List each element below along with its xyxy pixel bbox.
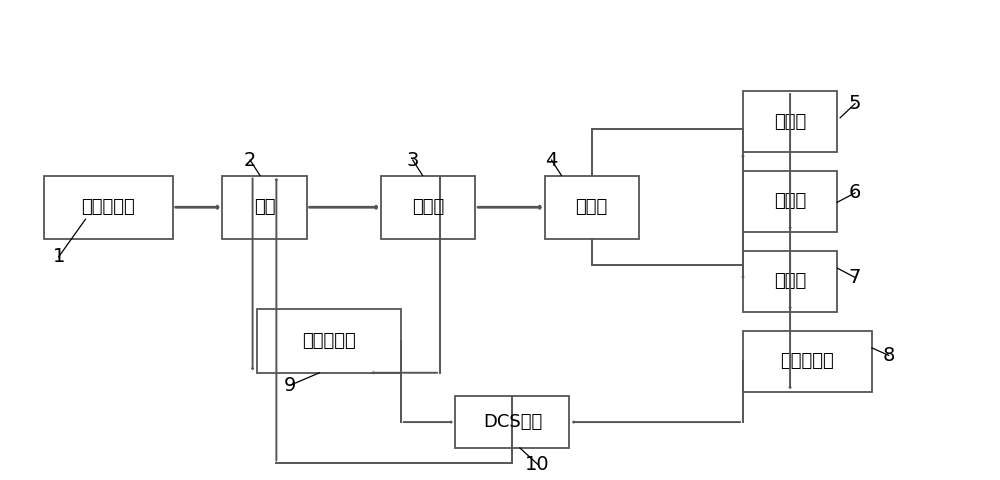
Text: 施胶机: 施胶机 — [774, 272, 806, 290]
FancyBboxPatch shape — [743, 91, 837, 152]
Text: 6: 6 — [849, 183, 861, 203]
Text: 7: 7 — [849, 268, 861, 287]
Text: 电泵: 电泵 — [254, 198, 275, 216]
Text: 2: 2 — [244, 151, 256, 169]
Text: 5: 5 — [849, 94, 861, 113]
FancyBboxPatch shape — [257, 310, 401, 373]
Text: 1: 1 — [53, 247, 65, 266]
FancyBboxPatch shape — [743, 171, 837, 232]
FancyBboxPatch shape — [743, 251, 837, 312]
FancyBboxPatch shape — [455, 396, 569, 448]
FancyBboxPatch shape — [44, 176, 173, 239]
Text: 上料泵: 上料泵 — [774, 112, 806, 131]
FancyBboxPatch shape — [222, 176, 307, 239]
FancyBboxPatch shape — [381, 176, 475, 239]
Text: DCS系统: DCS系统 — [483, 413, 542, 431]
Text: 4: 4 — [545, 151, 558, 169]
Text: 8: 8 — [883, 346, 895, 365]
Text: 10: 10 — [525, 455, 550, 474]
Text: 现场设备柜: 现场设备柜 — [302, 332, 356, 350]
FancyBboxPatch shape — [545, 176, 639, 239]
Text: 9: 9 — [284, 376, 296, 395]
Text: 化工储存桶: 化工储存桶 — [81, 198, 135, 216]
Text: 3: 3 — [407, 151, 419, 169]
Text: 上胶阀: 上胶阀 — [774, 192, 806, 210]
FancyBboxPatch shape — [743, 331, 872, 392]
Text: 断纸检测器: 断纸检测器 — [781, 352, 834, 370]
Text: 上料槽: 上料槽 — [576, 198, 608, 216]
Text: 流量计: 流量计 — [412, 198, 444, 216]
